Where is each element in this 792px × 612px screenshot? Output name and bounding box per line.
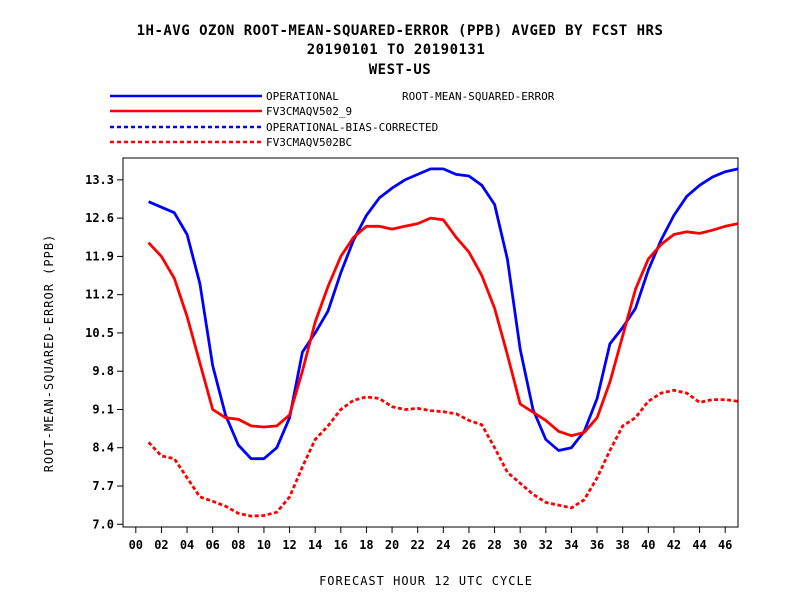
x-tick-label: 20	[385, 538, 399, 552]
y-tick-label: 8.4	[92, 441, 114, 455]
y-tick-label: 11.9	[85, 249, 114, 263]
y-tick-label: 9.8	[92, 364, 114, 378]
x-tick-label: 26	[462, 538, 476, 552]
x-tick-label: 08	[231, 538, 245, 552]
x-tick-label: 34	[564, 538, 578, 552]
x-tick-label: 42	[667, 538, 681, 552]
chart-region: WEST-US	[369, 62, 432, 78]
legend-label-fv3cmaqv502-9: FV3CMAQV502_9	[266, 105, 352, 118]
x-axis: 00 02 04 06 08 10 12 14 16 18 20 22 24 26 28 30 32 34 36 38…	[129, 527, 732, 552]
x-tick-label: 24	[436, 538, 450, 552]
x-tick-label: 38	[615, 538, 629, 552]
legend-label-operational-bias-corrected: OPERATIONAL-BIAS-CORRECTED	[266, 121, 438, 134]
y-tick-label: 7.0	[92, 517, 114, 531]
legend-label-operational: OPERATIONAL	[266, 90, 339, 103]
x-tick-label: 04	[180, 538, 194, 552]
y-tick-label: 12.6	[85, 211, 114, 225]
chart-title: 1H-AVG OZON ROOT-MEAN-SQUARED-ERROR (PPB…	[137, 23, 664, 39]
y-axis: 7.0 7.7 8.4 9.1 9.8 10.5 11.2 11.9 12.6 13.3	[85, 173, 123, 531]
x-tick-label: 30	[513, 538, 527, 552]
x-tick-label: 32	[539, 538, 553, 552]
x-tick-label: 00	[129, 538, 143, 552]
x-tick-label: 06	[205, 538, 219, 552]
x-tick-label: 46	[718, 538, 732, 552]
x-tick-label: 36	[590, 538, 604, 552]
x-tick-label: 10	[257, 538, 271, 552]
x-tick-label: 14	[308, 538, 322, 552]
x-tick-label: 22	[410, 538, 424, 552]
x-tick-label: 44	[692, 538, 706, 552]
legend: OPERATIONAL ROOT-MEAN-SQUARED-ERROR FV3C…	[110, 90, 555, 149]
y-tick-label: 10.5	[85, 326, 114, 340]
x-tick-label: 18	[359, 538, 373, 552]
x-axis-label: FORECAST HOUR 12 UTC CYCLE	[319, 574, 533, 588]
y-tick-label: 13.3	[85, 173, 114, 187]
x-tick-label: 28	[487, 538, 501, 552]
y-tick-label: 9.1	[92, 402, 114, 416]
legend-label-fv3cmaqv502bc: FV3CMAQV502BC	[266, 136, 352, 149]
x-tick-label: 12	[282, 538, 296, 552]
plot-frame	[122, 157, 739, 528]
x-tick-label: 40	[641, 538, 655, 552]
chart-subtitle: 20190101 TO 20190131	[307, 42, 486, 58]
series-line-operational	[148, 167, 739, 461]
y-tick-label: 7.7	[92, 479, 114, 493]
y-tick-label: 11.2	[85, 288, 114, 302]
series-line-fv3cmaqv502bc	[147, 388, 739, 518]
y-axis-label: ROOT-MEAN-SQUARED-ERROR (PPB)	[42, 234, 56, 473]
series-line-fv3cmaqv502-9	[147, 216, 739, 438]
plot-area: 7.0 7.7 8.4 9.1 9.8 10.5 11.2 11.9 12.6 13.3 00 02…	[85, 157, 739, 552]
x-tick-label: 02	[154, 538, 168, 552]
x-tick-label: 16	[334, 538, 348, 552]
series-lines	[147, 167, 739, 518]
legend-header: ROOT-MEAN-SQUARED-ERROR	[402, 90, 555, 103]
